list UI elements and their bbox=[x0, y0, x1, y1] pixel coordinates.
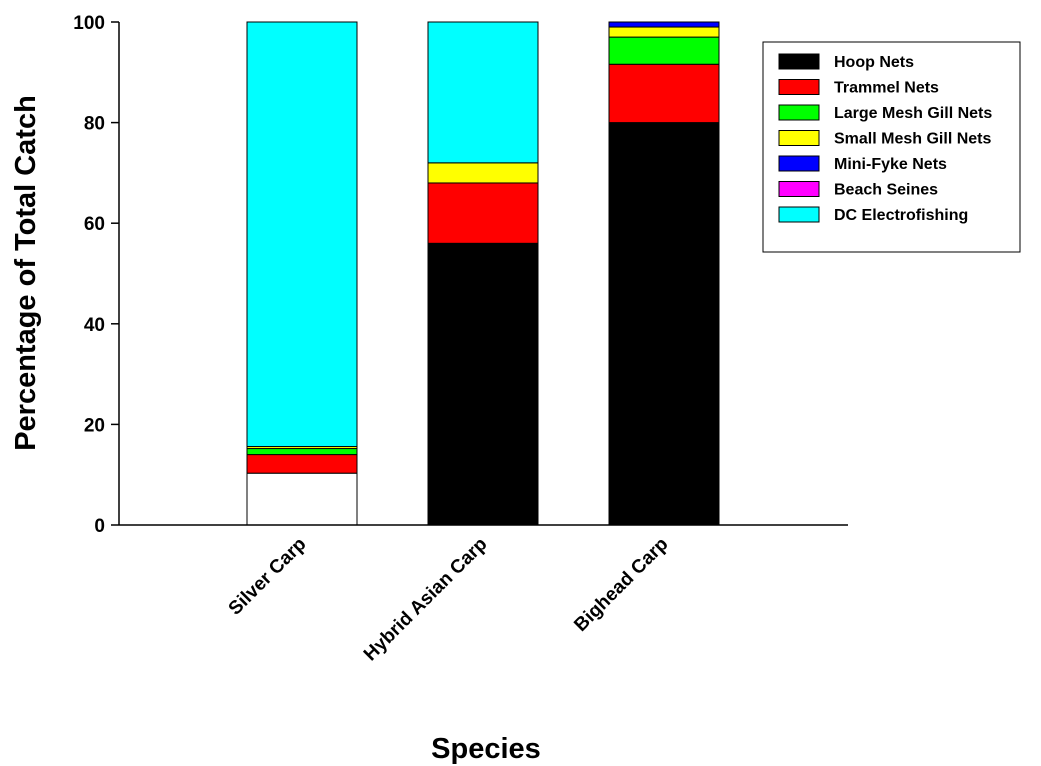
legend: Hoop Nets Trammel Nets Large Mesh Gill Net… bbox=[762, 41, 1021, 253]
bar-segment bbox=[427, 182, 539, 244]
legend-swatch bbox=[778, 53, 820, 70]
legend-label: Small Mesh Gill Nets bbox=[834, 131, 991, 148]
legend-label: Mini-Fyke Nets bbox=[834, 156, 947, 173]
x-tick-label: Bighead Carp bbox=[570, 534, 672, 636]
bars-group bbox=[246, 21, 720, 526]
legend-label: Beach Seines bbox=[834, 182, 938, 199]
bar-segment bbox=[427, 162, 539, 184]
x-tick-label: Hybrid Asian Carp bbox=[360, 534, 492, 666]
y-tick-label: 0 bbox=[94, 516, 105, 537]
y-tick-label: 20 bbox=[84, 415, 105, 436]
bar-segment bbox=[608, 21, 720, 28]
bar-segment bbox=[427, 242, 539, 526]
y-tick-label: 100 bbox=[73, 13, 105, 34]
y-tick-label: 80 bbox=[84, 114, 105, 135]
bar-segment bbox=[608, 63, 720, 124]
legend-label: Trammel Nets bbox=[834, 80, 939, 97]
bar-segment bbox=[608, 36, 720, 65]
bar-segment bbox=[246, 448, 358, 456]
bar-segment bbox=[246, 21, 358, 448]
legend-items: Hoop Nets Trammel Nets Large Mesh Gill Net… bbox=[778, 53, 992, 224]
legend-label: DC Electrofishing bbox=[834, 207, 968, 224]
legend-swatch bbox=[778, 206, 820, 223]
legend-swatch bbox=[778, 181, 820, 197]
y-ticks-group: 0 20 40 60 80 100 bbox=[73, 13, 119, 537]
x-axis-title: Species bbox=[431, 733, 541, 765]
bar-segment bbox=[427, 21, 539, 164]
legend-box bbox=[762, 41, 1021, 253]
legend-swatch bbox=[778, 155, 820, 172]
x-tick-label: Silver Carp bbox=[225, 534, 311, 620]
legend-swatch bbox=[778, 130, 820, 146]
legend-swatch bbox=[778, 104, 820, 121]
x-tick-labels-group: Silver Carp Hybrid Asian Carp Bighead Carp bbox=[225, 534, 673, 666]
legend-label: Large Mesh Gill Nets bbox=[834, 105, 992, 122]
bar-segment bbox=[608, 122, 720, 526]
bar-segment bbox=[246, 454, 358, 474]
axes-group bbox=[118, 22, 848, 526]
y-axis-title: Percentage of Total Catch bbox=[10, 95, 42, 451]
bar-segment bbox=[246, 472, 358, 526]
legend-label: Hoop Nets bbox=[834, 54, 914, 71]
legend-swatch bbox=[778, 79, 820, 95]
y-tick-label: 60 bbox=[84, 214, 105, 235]
bar-segment bbox=[608, 26, 720, 38]
y-tick-label: 40 bbox=[84, 315, 105, 336]
